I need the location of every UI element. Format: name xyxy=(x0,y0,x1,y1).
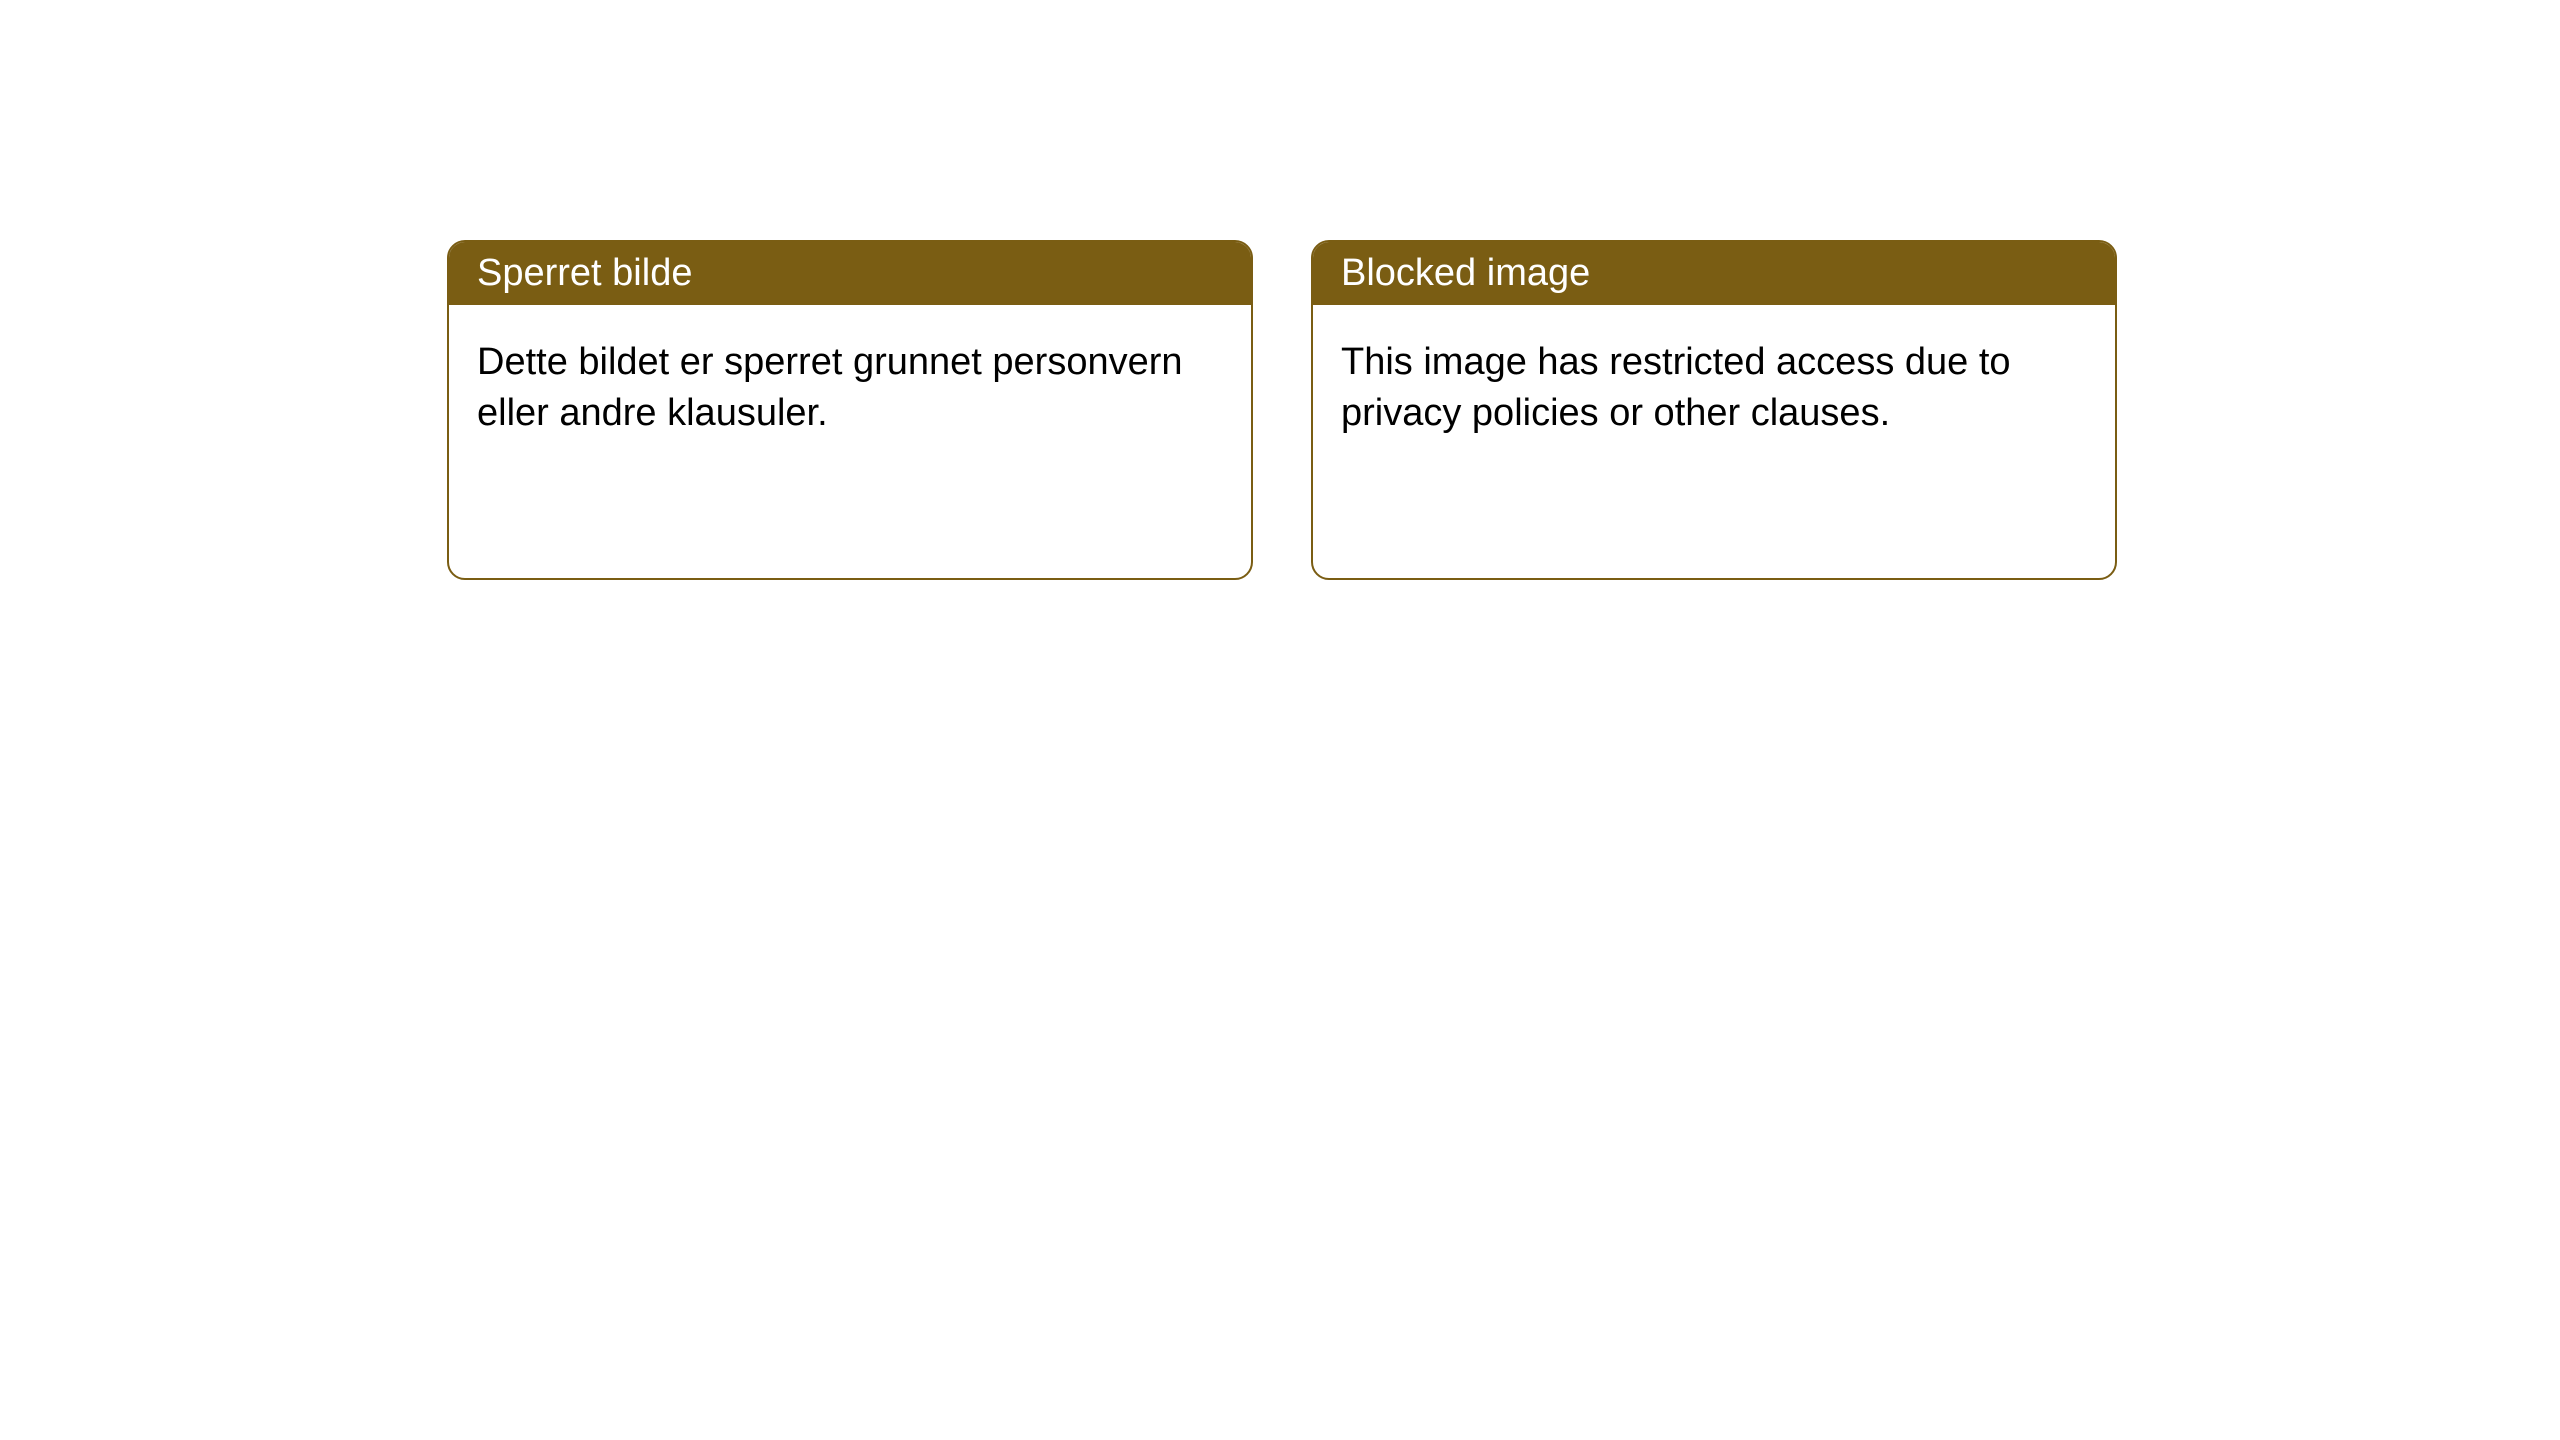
notice-card-english: Blocked image This image has restricted … xyxy=(1311,240,2117,580)
card-header: Sperret bilde xyxy=(449,242,1251,305)
card-body-text: This image has restricted access due to … xyxy=(1341,341,2011,434)
card-body: Dette bildet er sperret grunnet personve… xyxy=(449,305,1251,472)
notice-card-norwegian: Sperret bilde Dette bildet er sperret gr… xyxy=(447,240,1253,580)
card-body-text: Dette bildet er sperret grunnet personve… xyxy=(477,341,1183,434)
card-title: Sperret bilde xyxy=(477,252,692,294)
card-body: This image has restricted access due to … xyxy=(1313,305,2115,472)
card-header: Blocked image xyxy=(1313,242,2115,305)
card-title: Blocked image xyxy=(1341,252,1590,294)
notice-container: Sperret bilde Dette bildet er sperret gr… xyxy=(0,0,2560,580)
